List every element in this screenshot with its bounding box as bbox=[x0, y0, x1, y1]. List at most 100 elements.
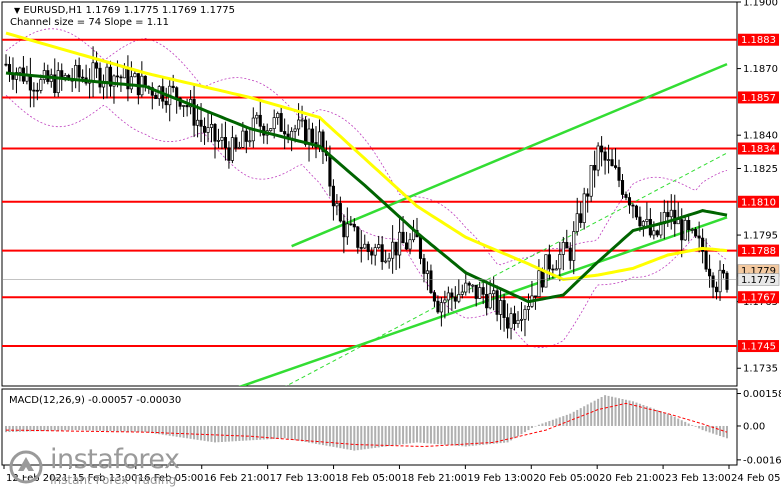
macd-hist-bar bbox=[565, 414, 568, 426]
candle-body bbox=[272, 117, 276, 129]
macd-hist-bar bbox=[698, 425, 701, 429]
macd-hist-bar bbox=[673, 416, 676, 426]
candle-body bbox=[603, 151, 607, 161]
envelope-upper-line bbox=[5, 28, 728, 266]
macd-hist-bar bbox=[638, 403, 641, 426]
macd-hist-bar bbox=[429, 425, 432, 444]
macd-hist-bar bbox=[628, 400, 631, 426]
macd-hist-bar bbox=[22, 425, 25, 432]
macd-hist-bar bbox=[15, 425, 18, 432]
macd-hist-bar bbox=[78, 425, 81, 431]
candle-body bbox=[488, 293, 492, 309]
candle-body bbox=[436, 300, 440, 313]
candle-body bbox=[506, 317, 510, 329]
channel-group bbox=[238, 62, 728, 386]
macd-hist-bar bbox=[64, 425, 67, 431]
candle-body bbox=[680, 219, 684, 241]
candle-body bbox=[244, 130, 248, 142]
macd-hist-bar bbox=[238, 425, 241, 441]
macd-hist-bar bbox=[719, 425, 722, 436]
candle-body bbox=[119, 76, 123, 79]
candle-body bbox=[666, 212, 670, 218]
candle-body bbox=[715, 286, 719, 293]
macd-hist-bar bbox=[600, 397, 603, 426]
time-tick-label: 16 Feb 05:00 bbox=[138, 473, 204, 484]
macd-hist-bar bbox=[11, 425, 14, 432]
macd-hist-bar bbox=[74, 425, 77, 431]
candle-body bbox=[478, 287, 482, 299]
macd-hist-bar bbox=[321, 425, 324, 446]
macd-hist-bar bbox=[659, 411, 662, 426]
price-tick-label: 1.1840 bbox=[743, 131, 778, 142]
price-tick-label: 1.1870 bbox=[743, 64, 778, 75]
macd-hist-bar bbox=[691, 425, 694, 426]
level-price-label: 1.1810 bbox=[741, 197, 776, 208]
macd-hist-bar bbox=[213, 425, 216, 443]
macd-hist-bar bbox=[220, 425, 223, 442]
macd-hist-bar bbox=[649, 407, 652, 426]
candle-body bbox=[241, 130, 245, 148]
time-tick-label: 18 Feb 21:00 bbox=[401, 473, 467, 484]
macd-hist-bar bbox=[280, 425, 283, 439]
macd-hist-bar bbox=[126, 425, 129, 432]
candle-body bbox=[432, 292, 436, 302]
macd-hist-bar bbox=[339, 425, 342, 449]
macd-hist-bar bbox=[478, 425, 481, 446]
macd-hist-bar bbox=[325, 425, 328, 446]
candle-body bbox=[558, 254, 562, 270]
macd-hist-bar bbox=[405, 425, 408, 444]
macd-hist-bar bbox=[151, 425, 154, 434]
candle-body bbox=[35, 89, 39, 92]
candle-body bbox=[192, 99, 196, 126]
macd-hist-bar bbox=[666, 413, 669, 426]
macd-hist-bar bbox=[513, 425, 516, 439]
macd-hist-bar bbox=[684, 421, 687, 426]
macd-hist-bar bbox=[234, 425, 237, 442]
candle-body bbox=[53, 74, 57, 94]
time-tick-label: 15 Feb 13:00 bbox=[72, 473, 138, 484]
candle-body bbox=[634, 205, 638, 218]
candle-body bbox=[77, 64, 81, 78]
level-price-badge bbox=[738, 142, 779, 155]
macd-hist-bar bbox=[112, 425, 115, 432]
candle-body bbox=[279, 113, 283, 132]
macd-hist-bar bbox=[81, 425, 84, 431]
candle-body bbox=[669, 209, 673, 218]
candle-body bbox=[547, 254, 551, 270]
macd-hist-bar bbox=[95, 425, 98, 431]
macd-histogram-group bbox=[5, 395, 728, 451]
candle-body bbox=[384, 260, 388, 263]
macd-hist-bar bbox=[482, 425, 485, 445]
macd-hist-bar bbox=[656, 409, 659, 426]
macd-hist-bar bbox=[715, 425, 718, 435]
macd-hist-bar bbox=[705, 425, 708, 432]
macd-hist-bar bbox=[722, 425, 725, 438]
candle-body bbox=[565, 241, 569, 249]
macd-hist-bar bbox=[346, 425, 349, 450]
macd-hist-bar bbox=[116, 425, 119, 432]
candle-body bbox=[607, 159, 611, 161]
macd-hist-bar bbox=[712, 425, 715, 434]
macd-hist-bar bbox=[450, 425, 453, 446]
macd-hist-bar bbox=[144, 425, 147, 433]
macd-hist-bar bbox=[342, 425, 345, 449]
macd-hist-bar bbox=[186, 425, 189, 439]
macd-hist-bar bbox=[708, 425, 711, 433]
candle-body bbox=[293, 128, 297, 132]
macd-hist-bar bbox=[510, 425, 513, 441]
candle-body bbox=[258, 114, 262, 127]
macd-hist-bar bbox=[579, 408, 582, 426]
macd-hist-bar bbox=[161, 425, 164, 435]
level-price-badge bbox=[738, 244, 779, 257]
macd-hist-bar bbox=[193, 425, 196, 440]
macd-hist-bar bbox=[8, 425, 11, 433]
macd-hist-bar bbox=[328, 425, 331, 447]
macd-hist-bar bbox=[677, 418, 680, 426]
candle-body bbox=[502, 300, 506, 318]
macd-hist-bar bbox=[398, 425, 401, 445]
macd-hist-bar bbox=[537, 424, 540, 426]
candle-body bbox=[600, 145, 604, 153]
candle-body bbox=[697, 235, 701, 239]
macd-hist-bar bbox=[426, 425, 429, 444]
